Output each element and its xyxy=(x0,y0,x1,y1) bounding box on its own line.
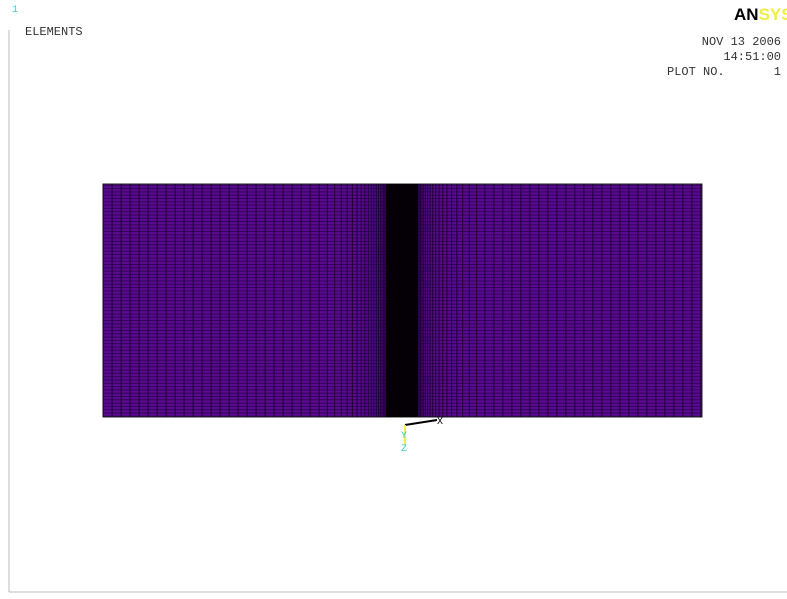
window-number: 1 xyxy=(12,5,18,16)
mesh-columns xyxy=(103,184,701,417)
plot-label: PLOT NO. xyxy=(667,65,725,79)
logo: ANSYS xyxy=(734,5,787,24)
logo-part: SYS xyxy=(759,5,787,24)
triad-label: Y xyxy=(401,431,407,442)
page: 1 ELEMENTS ANSYS NOV 13 2006 14:51:00 PL… xyxy=(0,0,787,594)
logo-part: AN xyxy=(734,5,759,24)
dense-mesh-band xyxy=(386,184,418,417)
plot-title: ELEMENTS xyxy=(25,25,83,39)
graphics-window: 1 ELEMENTS ANSYS NOV 13 2006 14:51:00 PL… xyxy=(0,0,787,594)
date: NOV 13 2006 xyxy=(702,35,781,49)
time: 14:51:00 xyxy=(723,50,781,64)
triad-label: X xyxy=(437,417,443,428)
triad-label: Z xyxy=(401,444,407,455)
plot-number: 1 xyxy=(774,65,781,79)
